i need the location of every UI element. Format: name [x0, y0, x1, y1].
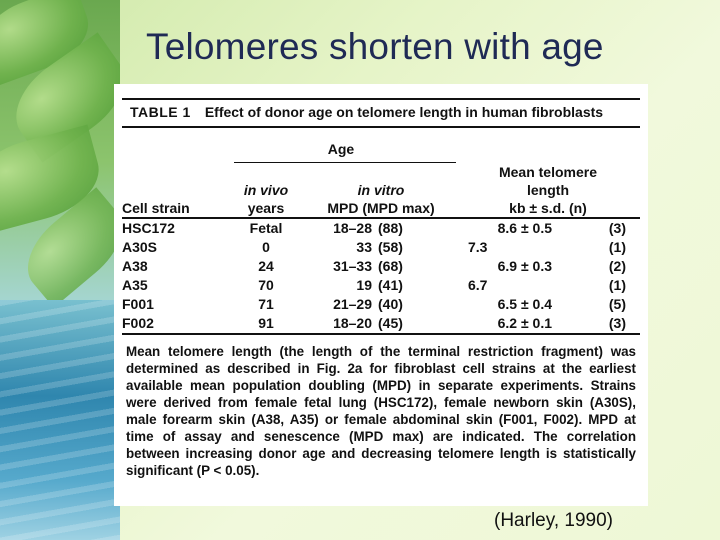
cell-strain: F001	[122, 296, 154, 312]
sample-count: (3)	[552, 314, 640, 335]
sample-count: (2)	[608, 258, 626, 274]
mpd-max: (40)	[378, 296, 403, 312]
slide-title: Telomeres shorten with age	[146, 26, 604, 67]
mpd-max: (45)	[372, 314, 456, 335]
table-row: F002 91 18–20 (45) 6.2 ± 0.1 (3)	[122, 314, 640, 335]
mpd-max: (41)	[378, 277, 403, 293]
table-caption-text: Effect of donor age on telomere length i…	[204, 104, 604, 120]
cell-strain-header: Cell strain	[122, 199, 226, 219]
in-vivo-age: Fetal	[249, 220, 283, 236]
citation: (Harley, 1990)	[494, 510, 613, 531]
in-vitro-mpd: 18–20	[306, 314, 372, 335]
in-vivo-age: 24	[258, 258, 274, 274]
in-vitro-mpd: 21–29	[333, 296, 372, 312]
table-row: F001 71 21–29 (40) 6.5 ± 0.4 (5)	[122, 295, 640, 314]
mean-length: 7.3	[468, 239, 488, 255]
mean-length: 6.9 ± 0.3	[497, 258, 552, 274]
in-vivo-age: 0	[262, 239, 270, 255]
mpd-max: (68)	[378, 258, 403, 274]
in-vitro-mpd: 19	[356, 277, 372, 293]
cell-strain: A35	[122, 277, 148, 293]
in-vivo-header-line1: in vivo	[243, 182, 289, 198]
in-vitro-header-line2: MPD (MPD max)	[306, 199, 456, 219]
in-vivo-age: 91	[226, 314, 306, 335]
cell-strain: A30S	[122, 239, 158, 255]
cell-strain: A38	[122, 258, 148, 274]
table-footnote: Mean telomere length (the length of the …	[126, 344, 636, 478]
decorative-leaf-water-panel	[0, 0, 120, 540]
mean-length-header-line2: length	[527, 182, 569, 198]
in-vivo-age: 70	[258, 277, 274, 293]
in-vitro-mpd: 18–28	[333, 220, 372, 236]
in-vitro-mpd: 31–33	[333, 258, 372, 274]
mean-length: 6.7	[468, 277, 488, 293]
in-vivo-header-line2: years	[226, 199, 306, 219]
telomere-table: Age Mean telomere in vivo in vitro lengt…	[122, 130, 640, 335]
in-vitro-mpd: 33	[356, 239, 372, 255]
table-row: A30S 0 33 (58) 7.3 (1)	[122, 238, 640, 257]
table-row: HSC172 Fetal 18–28 (88) 8.6 ± 0.5 (3)	[122, 218, 640, 238]
sample-count: (1)	[608, 239, 626, 255]
mean-length: 8.6 ± 0.5	[497, 220, 552, 236]
water-decoration	[0, 300, 120, 540]
cell-strain: F002	[122, 314, 226, 335]
mpd-max: (88)	[378, 220, 403, 236]
mean-length-header-line3: kb ± s.d. (n)	[456, 199, 640, 219]
table-caption: TABLE 1 Effect of donor age on telomere l…	[122, 98, 640, 128]
table-row: A35 70 19 (41) 6.7 (1)	[122, 276, 640, 295]
age-header-rule	[234, 162, 456, 163]
in-vitro-header-line1: in vitro	[357, 182, 405, 198]
sample-count: (1)	[608, 277, 626, 293]
age-group-header: Age	[327, 141, 355, 157]
cell-strain: HSC172	[122, 220, 175, 236]
sample-count: (3)	[608, 220, 626, 236]
mean-length-header-line1: Mean telomere	[498, 164, 598, 180]
mean-length: 6.2 ± 0.1	[456, 314, 552, 335]
mean-length: 6.5 ± 0.4	[497, 296, 552, 312]
in-vivo-age: 71	[258, 296, 274, 312]
sample-count: (5)	[608, 296, 626, 312]
table-label: TABLE 1	[130, 104, 191, 120]
mpd-max: (58)	[378, 239, 403, 255]
table-row: A38 24 31–33 (68) 6.9 ± 0.3 (2)	[122, 257, 640, 276]
table-figure: TABLE 1 Effect of donor age on telomere l…	[114, 84, 648, 506]
